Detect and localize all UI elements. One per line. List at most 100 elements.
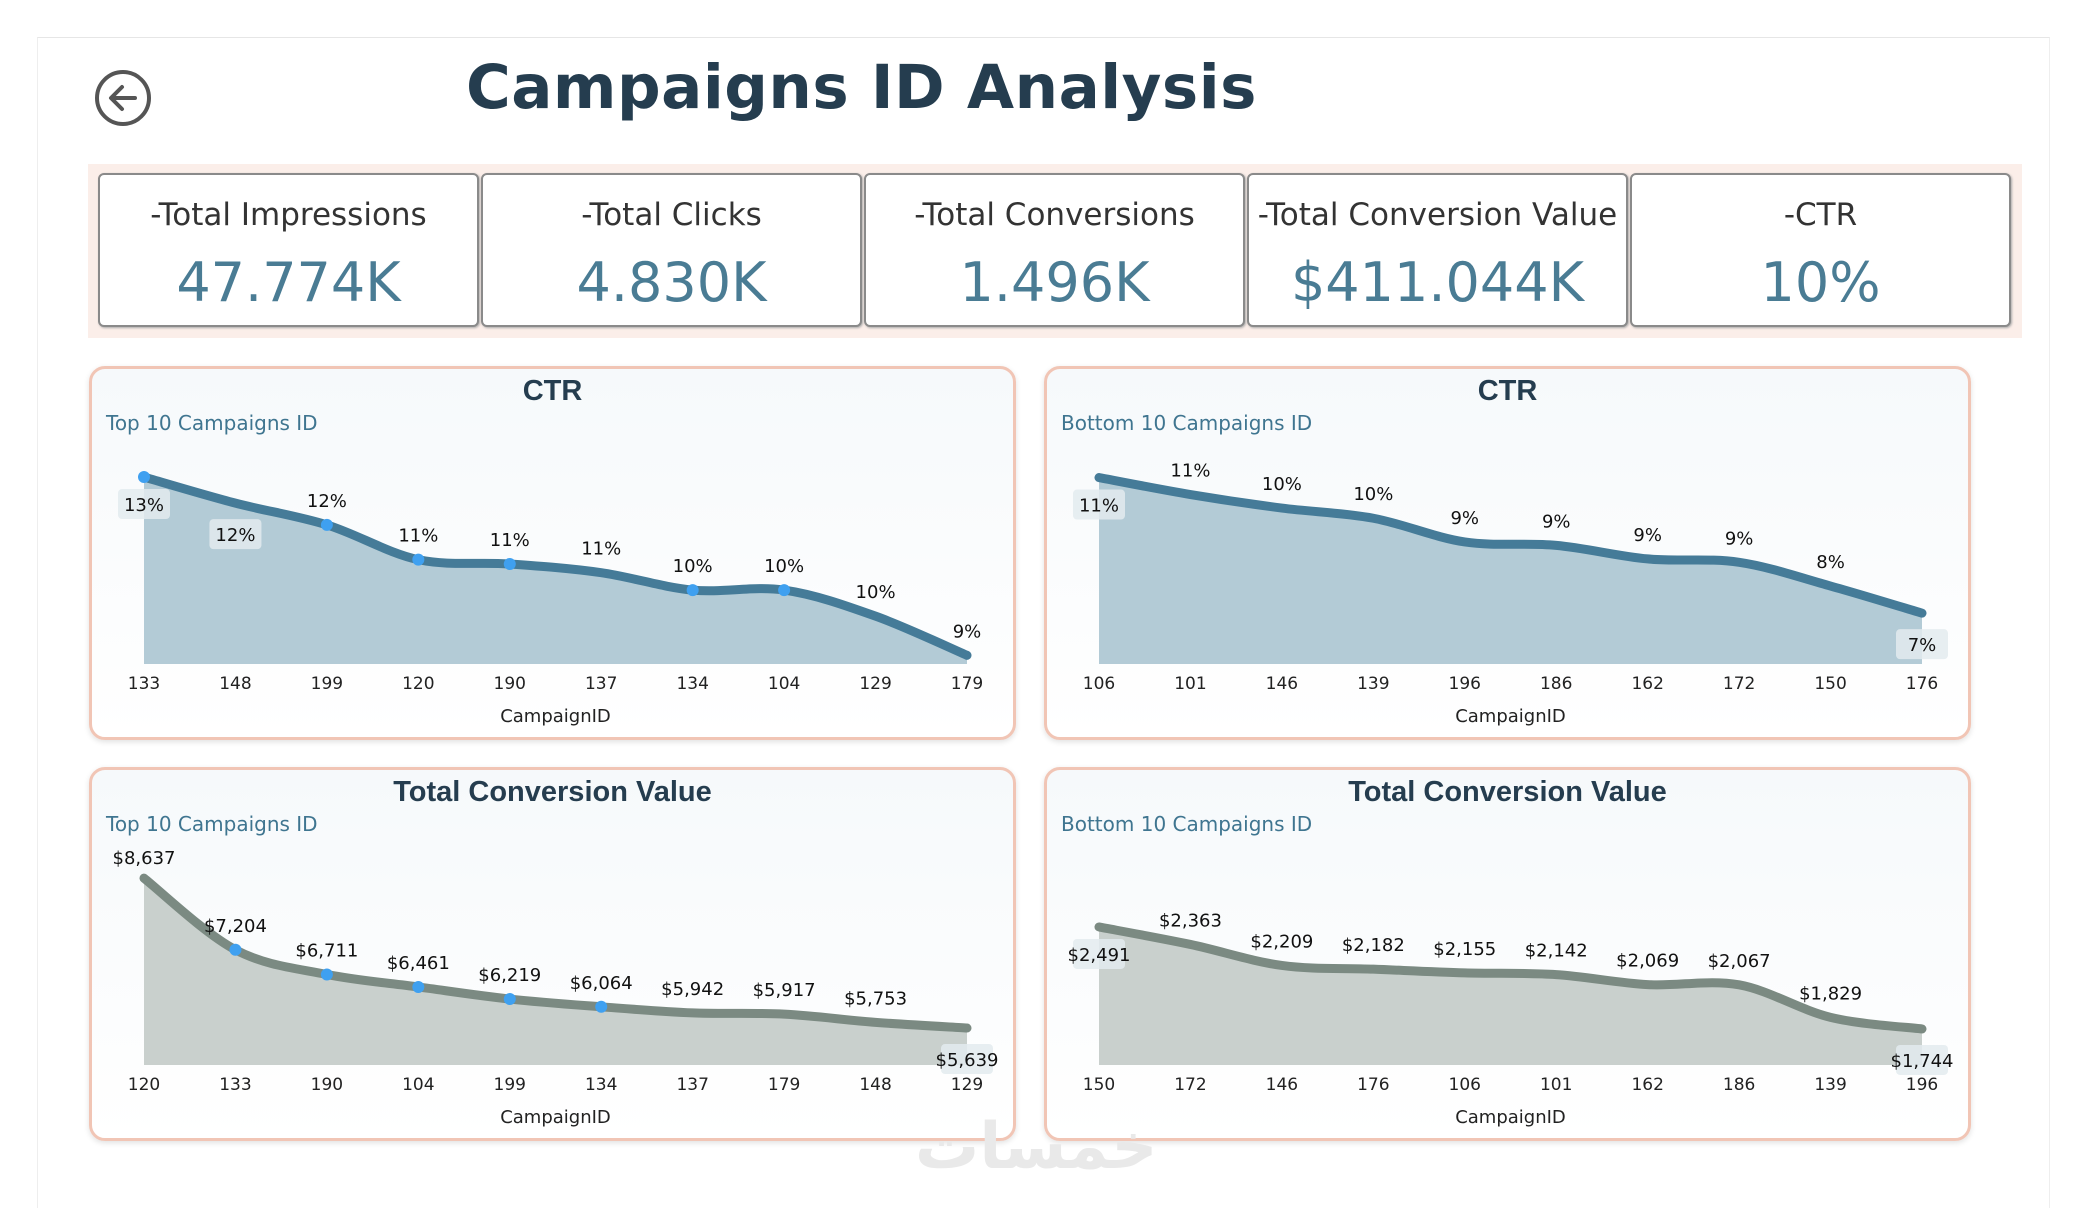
chart-subtitle: Top 10 Campaigns ID — [106, 411, 318, 435]
data-label: $2,363 — [1159, 910, 1222, 931]
data-label: $6,461 — [387, 953, 450, 974]
data-label: 8% — [1816, 552, 1845, 573]
x-tick-label: 106 — [1449, 1075, 1481, 1095]
data-point[interactable] — [778, 584, 791, 597]
arrow-left-icon — [109, 85, 137, 111]
chart-svg: $8,637 120 $7,204 133 $6,711 190 $6,461 104 $6,2… — [113, 848, 999, 1128]
kpi-value: 1.496K — [959, 251, 1150, 314]
data-point[interactable] — [320, 968, 333, 981]
x-tick-label: 106 — [1083, 674, 1115, 694]
data-label: $8,637 — [113, 848, 176, 869]
kpi-card-clicks: -Total Clicks 4.830K — [481, 173, 862, 327]
chart-svg: $2,491 150 $2,363 172 $2,209 146 $2,182 176 $2,1… — [1068, 910, 1954, 1128]
data-label: 10% — [1353, 484, 1393, 505]
chart-title: Total Conversion Value — [1348, 776, 1667, 808]
data-label: $1,744 — [1891, 1051, 1954, 1072]
x-tick-label: 172 — [1174, 1075, 1206, 1095]
x-tick-label: 139 — [1357, 674, 1389, 694]
data-label: 10% — [856, 582, 896, 603]
data-label: $2,067 — [1708, 951, 1771, 972]
x-tick-label: 196 — [1449, 674, 1481, 694]
x-tick-label: 148 — [219, 674, 251, 694]
data-point[interactable] — [595, 1000, 608, 1013]
kpi-label: -Total Conversion Value — [1257, 197, 1618, 233]
x-tick-label: 146 — [1266, 1075, 1298, 1095]
chart-svg: 11% 106 11% 101 10% 146 10% 139 9% 196 9% 186 9% 162 9… — [1073, 461, 1948, 727]
x-tick-label: 186 — [1723, 1075, 1755, 1095]
x-tick-label: 162 — [1631, 1075, 1663, 1095]
back-button[interactable] — [95, 70, 151, 126]
data-label: $2,069 — [1616, 951, 1679, 972]
data-label: 11% — [1079, 496, 1119, 517]
x-tick-label: 129 — [859, 674, 891, 694]
data-label: $5,639 — [936, 1050, 999, 1071]
data-label: 12% — [307, 491, 347, 512]
series-line — [139, 873, 972, 1033]
data-label: 12% — [215, 525, 255, 546]
x-axis-title: CampaignID — [500, 1107, 611, 1128]
data-label: 11% — [398, 526, 438, 547]
x-tick-label: 176 — [1906, 674, 1938, 694]
x-tick-label: 133 — [128, 674, 160, 694]
data-label: 9% — [1633, 525, 1662, 546]
label-background — [118, 489, 170, 520]
area-fill — [1099, 926, 1922, 1065]
kpi-strip: -Total Impressions 47.774K -Total Clicks… — [88, 164, 2022, 338]
chart-panel-ctr-bottom: CTR Bottom 10 Campaigns ID 11% 106 11% 101 1… — [1044, 366, 1971, 740]
chart-title: CTR — [1477, 375, 1538, 407]
chart-svg: 13% 133 12% 148 12% 199 11% 120 11% 190 11% 137 10% 1… — [118, 471, 983, 727]
data-point[interactable] — [503, 993, 516, 1006]
data-label: 11% — [1170, 461, 1210, 482]
label-background — [209, 519, 262, 550]
data-label: $5,917 — [753, 980, 816, 1001]
data-label: 11% — [581, 539, 621, 560]
chart-panel-value-top: Total Conversion Value Top 10 Campaigns … — [89, 767, 1016, 1141]
data-label: 9% — [953, 621, 982, 642]
series-line — [1094, 922, 1927, 1034]
kpi-value: $411.044K — [1290, 251, 1585, 314]
x-tick-label: 148 — [859, 1075, 891, 1095]
chart-subtitle: Top 10 Campaigns ID — [106, 812, 318, 836]
x-axis-title: CampaignID — [1455, 706, 1566, 727]
x-tick-label: 190 — [494, 674, 526, 694]
x-tick-label: 137 — [676, 1075, 708, 1095]
data-label: $6,064 — [570, 973, 633, 994]
data-point[interactable] — [320, 518, 333, 531]
data-point[interactable] — [503, 558, 516, 570]
data-label: $5,753 — [844, 988, 907, 1009]
series-line — [139, 472, 972, 660]
area-fill — [144, 878, 967, 1065]
x-tick-label: 199 — [311, 674, 343, 694]
x-tick-label: 199 — [494, 1075, 526, 1095]
data-label: $2,155 — [1433, 939, 1496, 960]
data-point[interactable] — [686, 584, 699, 597]
data-point[interactable] — [412, 980, 425, 993]
kpi-label: -CTR — [1783, 197, 1858, 233]
x-tick-label: 134 — [585, 1075, 617, 1095]
x-tick-label: 120 — [402, 674, 434, 694]
x-tick-label: 186 — [1540, 674, 1572, 694]
kpi-value: 4.830K — [576, 251, 767, 314]
x-tick-label: 137 — [585, 674, 617, 694]
data-point[interactable] — [138, 471, 150, 484]
watermark-logo: خمسات — [915, 1110, 1158, 1184]
kpi-card-conversions: -Total Conversions 1.496K — [864, 173, 1245, 327]
label-background — [1896, 1044, 1948, 1075]
data-label: $2,209 — [1250, 931, 1313, 952]
data-label: 10% — [1262, 474, 1302, 495]
kpi-label: -Total Clicks — [581, 197, 762, 233]
chart-panel-ctr-top: CTR Top 10 Campaigns ID 13% 133 12% 148 12% 1… — [89, 366, 1016, 740]
data-point[interactable] — [412, 553, 425, 566]
area-fill — [1099, 477, 1922, 664]
x-tick-label: 134 — [676, 674, 708, 694]
data-label: 9% — [1542, 511, 1571, 532]
x-tick-label: 179 — [951, 674, 983, 694]
x-tick-label: 104 — [402, 1075, 434, 1095]
data-label: 9% — [1450, 508, 1479, 529]
x-tick-label: 176 — [1357, 1075, 1389, 1095]
data-label: $5,942 — [661, 979, 724, 1000]
label-background — [1073, 489, 1125, 520]
data-label: $6,711 — [295, 940, 358, 961]
data-point[interactable] — [229, 943, 242, 956]
x-tick-label: 120 — [128, 1075, 160, 1095]
